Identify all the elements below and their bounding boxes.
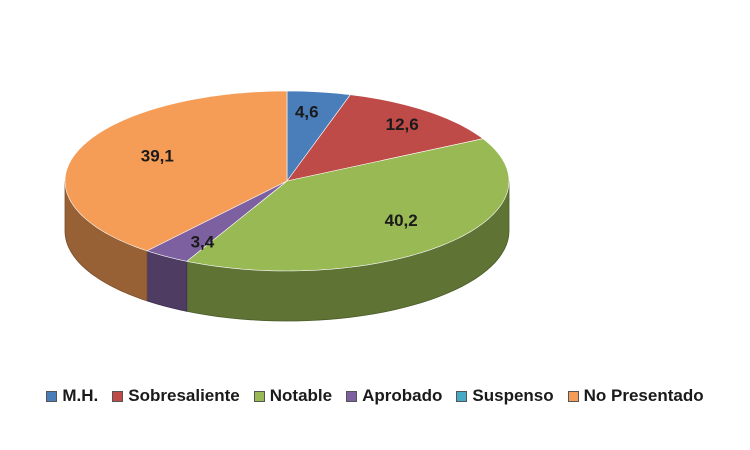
legend-item-no-presentado: No Presentado: [567, 386, 704, 406]
legend: M.H. Sobresaliente Notable Aprobado Suspenso…: [0, 386, 750, 406]
pie-slice-notable: [186, 138, 510, 272]
legend-item-aprobado: Aprobado: [346, 386, 442, 406]
legend-label: Sobresaliente: [128, 386, 240, 405]
legend-swatch: [253, 390, 265, 402]
legend-swatch: [456, 390, 468, 402]
legend-label: Aprobado: [362, 386, 443, 405]
legend-item-m-h: M.H.: [46, 386, 98, 406]
pie-chart: 4,6 12,6 40,2 3,4 39,1: [64, 90, 510, 322]
pie-slice-no-presentado: [64, 90, 288, 252]
legend-label: Suspenso: [472, 386, 554, 405]
pie-slice-m-h: [286, 90, 351, 182]
legend-swatch: [346, 390, 358, 402]
legend-item-notable: Notable: [253, 386, 333, 406]
legend-label: Notable: [269, 386, 333, 405]
pie-slice-aprobado: [146, 180, 288, 262]
data-label-notable: 40,2: [385, 211, 418, 230]
legend-item-suspenso: Suspenso: [456, 386, 554, 406]
legend-label: No Presentado: [583, 386, 704, 405]
legend-swatch: [46, 390, 58, 402]
legend-swatch: [112, 390, 124, 402]
data-label-sobresaliente: 12,6: [386, 115, 419, 134]
legend-item-sobresaliente: Sobresaliente: [112, 386, 240, 406]
legend-swatch: [567, 390, 579, 402]
pie-slice-sobresaliente: [286, 94, 484, 182]
data-label-aprobado: 3,4: [191, 232, 215, 251]
data-label-m-h: 4,6: [295, 103, 319, 122]
legend-label: M.H.: [62, 386, 99, 405]
data-label-no-presentado: 39,1: [141, 147, 174, 166]
